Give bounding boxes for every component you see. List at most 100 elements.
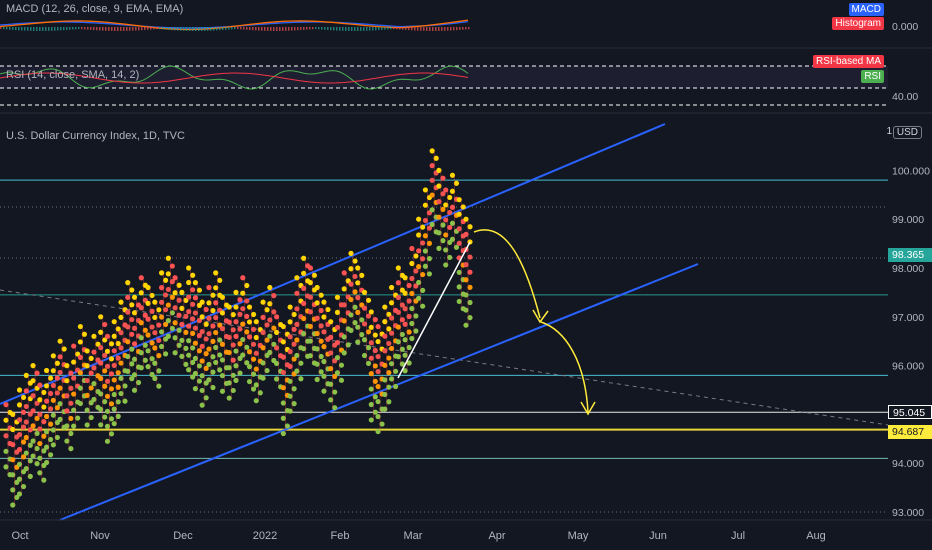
macd-histogram-bar	[297, 27, 299, 31]
price-dot	[352, 258, 358, 264]
price-dot	[172, 335, 178, 341]
price-dot	[129, 376, 135, 382]
price-dot	[280, 354, 286, 360]
price-dot	[98, 360, 104, 366]
price-dot	[50, 427, 56, 433]
macd-histogram-bar	[315, 27, 317, 30]
rsi-value: 40.00	[892, 91, 919, 103]
macd-histogram-bar	[270, 27, 272, 31]
price-dot	[233, 363, 239, 369]
price-dot	[122, 398, 128, 404]
price-dot	[102, 337, 108, 343]
price-dot	[355, 339, 361, 345]
macd-histogram-bar	[129, 27, 131, 31]
price-dot	[372, 394, 378, 400]
x-axis-ticks: Oct Nov Dec 2022 Feb Mar Apr May Jun Jul Aug	[11, 530, 825, 542]
price-dot	[20, 424, 27, 430]
price-dot	[368, 324, 374, 330]
price-dot	[237, 370, 243, 376]
price-dot	[210, 354, 216, 360]
macd-histogram-bar	[408, 27, 410, 31]
price-dot	[307, 265, 314, 271]
price-dot	[37, 382, 43, 388]
price-dot	[115, 326, 121, 332]
price-dot	[118, 390, 124, 397]
price-dot	[240, 275, 246, 281]
price-dot	[142, 327, 148, 333]
price-dot	[422, 187, 429, 193]
price-dot	[456, 284, 462, 290]
price-dot	[145, 364, 151, 370]
price-dot	[267, 301, 273, 307]
price-dot	[420, 224, 426, 230]
price-dot	[334, 309, 341, 315]
price-dot	[91, 396, 97, 403]
grid-lines	[0, 206, 888, 513]
price-dot	[88, 414, 94, 421]
price-dot	[409, 275, 415, 282]
price-dot	[192, 280, 199, 286]
macd-histogram-bar	[384, 27, 386, 30]
price-dot	[102, 352, 108, 358]
price-dot	[30, 438, 36, 444]
price-dot	[395, 339, 401, 345]
currency-selector[interactable]: USD	[892, 126, 922, 139]
price-dot	[98, 329, 104, 335]
y-axis-ticks: 93.000 94.000 96.000 97.000 98.000 99.000 100.…	[892, 165, 930, 519]
price-dot	[365, 329, 372, 335]
price-dot	[328, 334, 334, 340]
price-dot	[291, 356, 297, 362]
price-dot	[463, 307, 469, 313]
price-dot	[84, 348, 90, 354]
price-dot	[71, 391, 77, 397]
price-dot	[365, 360, 372, 366]
macd-histogram-bar	[363, 27, 365, 31]
price-dot	[413, 268, 419, 274]
macd-histogram-bar	[288, 27, 290, 31]
price-dot	[30, 378, 36, 384]
price-dot	[463, 292, 469, 298]
price-dot	[429, 148, 435, 154]
macd-histogram-bar	[309, 27, 311, 30]
macd-histogram-bar	[426, 27, 428, 31]
price-dot	[233, 333, 239, 339]
price-dot	[361, 337, 368, 343]
macd-histogram-bar	[375, 27, 377, 31]
price-dot	[301, 285, 307, 291]
price-dot	[328, 365, 334, 372]
price-dot	[361, 321, 368, 327]
price-dot	[23, 419, 29, 425]
macd-histogram-bar	[366, 27, 368, 31]
price-dot	[399, 346, 405, 352]
price-dot	[14, 494, 20, 501]
price-dot	[203, 306, 209, 313]
price-dot	[267, 333, 273, 339]
price-dot	[260, 329, 266, 336]
price-dot	[233, 348, 239, 354]
price-dot	[152, 360, 158, 366]
macd-histogram-bar	[81, 27, 83, 30]
price-dot	[102, 399, 108, 405]
price-dot	[192, 295, 199, 301]
macd-histogram-bar	[354, 27, 356, 31]
price-dot	[34, 430, 40, 437]
macd-histogram-bar	[90, 27, 92, 30]
price-dot	[108, 371, 115, 377]
price-dot	[125, 353, 131, 360]
price-dot	[436, 167, 442, 173]
price-dot	[213, 270, 219, 276]
price-dot	[388, 300, 395, 306]
macd-histogram-bar	[135, 27, 137, 31]
price-dot	[77, 354, 84, 360]
price-dot	[162, 277, 169, 283]
price-dot	[399, 361, 405, 367]
price-dot	[447, 209, 453, 216]
macd-histogram-bar	[126, 27, 128, 31]
price-dot	[41, 448, 47, 454]
price-dot	[372, 317, 378, 323]
price-dot	[453, 244, 460, 250]
price-dot	[149, 324, 155, 330]
price-dot	[440, 191, 446, 197]
macd-histogram-bar	[222, 27, 224, 31]
macd-histogram-bar	[219, 27, 221, 31]
